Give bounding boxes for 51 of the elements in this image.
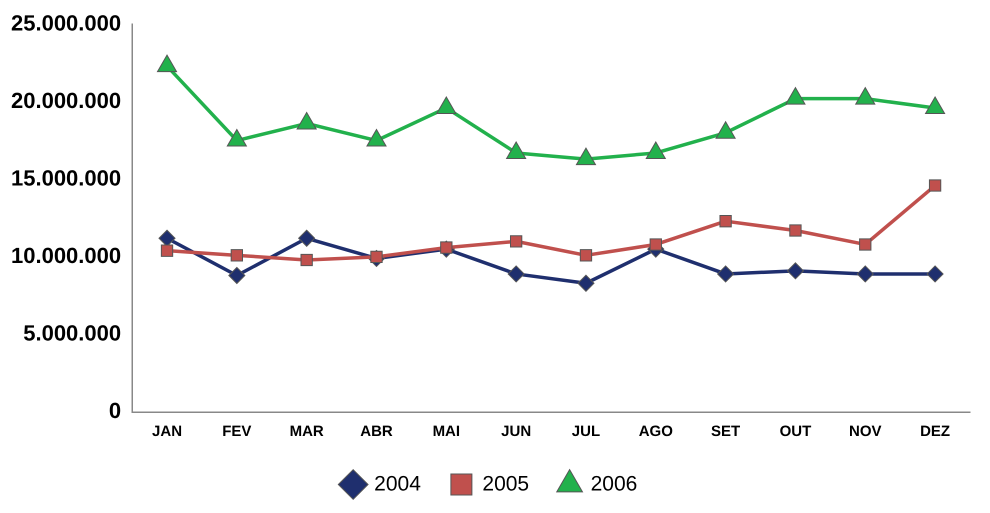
point — [230, 249, 243, 262]
x-tick-label: MAR — [290, 423, 324, 440]
point — [789, 224, 802, 237]
y-tick-label: 0 — [108, 398, 122, 424]
x-tick-label: NOV — [849, 423, 882, 440]
x-tick-label: JAN — [152, 423, 182, 440]
x-tick-label: OUT — [780, 423, 812, 440]
y-tick-label: 20.000.000 — [11, 88, 122, 113]
point — [926, 265, 944, 282]
point — [716, 121, 736, 139]
x-tick-label: AGO — [638, 423, 674, 440]
point — [859, 238, 872, 251]
point — [785, 87, 806, 105]
point — [156, 54, 178, 72]
point — [436, 96, 456, 114]
point — [300, 254, 313, 266]
point — [226, 129, 247, 147]
point — [580, 249, 592, 262]
point — [160, 244, 174, 257]
legend-label: 2006 — [590, 472, 638, 496]
x-tick-label: JUN — [501, 423, 532, 440]
point — [717, 265, 734, 282]
point — [928, 179, 942, 192]
point — [925, 96, 946, 114]
y-tick-label: 15.000.000 — [11, 165, 122, 190]
point — [650, 238, 662, 251]
point — [296, 112, 317, 130]
x-tick-label: SET — [711, 423, 740, 440]
point — [855, 87, 876, 105]
legend-label: 2004 — [374, 472, 422, 496]
point — [508, 265, 525, 282]
point — [786, 262, 804, 280]
point — [576, 148, 596, 166]
point — [298, 230, 316, 247]
y-tick-label: 10.000.000 — [11, 242, 122, 268]
point — [366, 129, 387, 147]
legend-label: 2005 — [482, 472, 530, 496]
x-tick-label: MAI — [432, 423, 460, 440]
point — [228, 266, 246, 284]
point — [506, 141, 526, 159]
y-tick-label: 25.000.000 — [11, 10, 122, 36]
point — [856, 265, 874, 282]
point — [646, 141, 666, 159]
point — [510, 235, 522, 248]
point — [577, 274, 594, 292]
point — [719, 215, 732, 228]
x-tick-label: JUL — [572, 423, 600, 440]
x-tick-label: DEZ — [920, 423, 950, 440]
x-tick-label: FEV — [222, 423, 252, 440]
x-tick-label: ABR — [360, 423, 393, 440]
y-tick-label: 5.000.000 — [23, 320, 122, 346]
